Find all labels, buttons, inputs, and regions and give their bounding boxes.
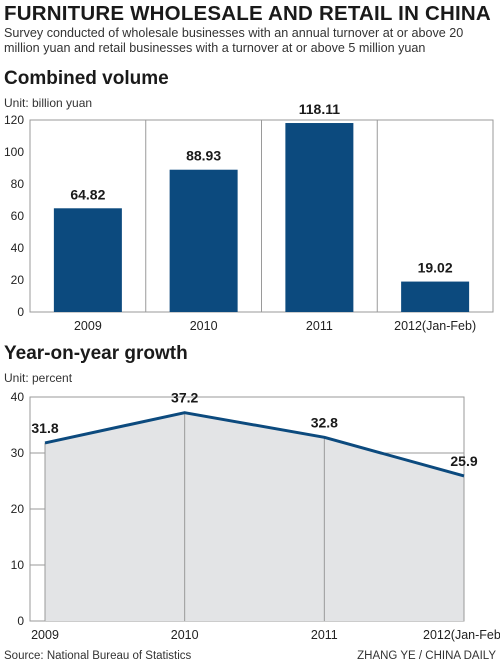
bar-chart-bar [401, 281, 470, 312]
growth-chart-value-label: 31.8 [31, 420, 58, 436]
growth-chart-xtick: 2009 [31, 628, 59, 642]
growth-chart-area [45, 412, 464, 621]
growth-chart-ytick: 10 [11, 558, 25, 572]
bar-chart-ytick: 100 [4, 145, 24, 159]
growth-chart-xtick: 2011 [311, 628, 338, 642]
bar-chart-ytick: 0 [17, 305, 24, 319]
bar-chart-title: Combined volume [4, 68, 169, 89]
bar-chart-xtick: 2011 [306, 319, 333, 333]
growth-chart-unit: Unit: percent [4, 371, 73, 385]
growth-chart-xtick: 2010 [171, 628, 199, 642]
growth-chart-ytick: 40 [11, 390, 25, 404]
growth-chart-ytick: 30 [11, 446, 25, 460]
bar-chart-xtick: 2010 [190, 319, 218, 333]
bar-chart-ytick: 80 [11, 177, 25, 191]
growth-chart-value-label: 32.8 [311, 414, 338, 430]
bar-chart-value-label: 64.82 [70, 186, 105, 202]
credit-note: ZHANG YE / CHINA DAILY [357, 650, 496, 662]
growth-chart-line [44, 411, 465, 478]
bar-chart-unit: Unit: billion yuan [4, 96, 93, 110]
source-note: Source: National Bureau of Statistics [4, 650, 192, 662]
growth-chart-xtick: 2012(Jan-Feb) [423, 628, 500, 642]
growth-chart-value-label: 25.9 [450, 453, 477, 469]
bar-chart-ytick: 40 [11, 241, 25, 255]
growth-chart-value-label: 37.2 [171, 390, 198, 406]
page-title: FURNITURE WHOLESALE AND RETAIL IN CHINA [4, 2, 491, 25]
bar-chart-ytick: 20 [11, 273, 25, 287]
bar-chart-bar [169, 169, 238, 312]
bar-chart-value-label: 88.93 [186, 148, 221, 164]
bar-chart-ytick: 120 [4, 113, 24, 127]
bar-chart-value-label: 19.02 [418, 260, 453, 276]
bar-chart-xtick: 2012(Jan-Feb) [394, 319, 476, 333]
growth-chart-ytick: 0 [17, 614, 24, 628]
bar-chart-xtick: 2009 [74, 319, 102, 333]
growth-chart: 0 10 20 30 40 31.8 2009 37.2 2010 32.8 2011 25.9 201… [11, 390, 500, 642]
bar-chart-bar [285, 123, 354, 312]
bar-chart-bar [53, 208, 122, 312]
bar-chart: 0 20 40 60 80 100 120 64.82 2009 88.93 2010 118.11 2… [4, 101, 494, 333]
page-subtitle: Survey conducted of wholesale businesses… [4, 26, 464, 55]
bar-chart-ytick: 60 [11, 209, 25, 223]
bar-chart-value-label: 118.11 [299, 101, 340, 117]
growth-chart-ytick: 20 [11, 502, 25, 516]
growth-chart-title: Year-on-year growth [4, 343, 188, 364]
